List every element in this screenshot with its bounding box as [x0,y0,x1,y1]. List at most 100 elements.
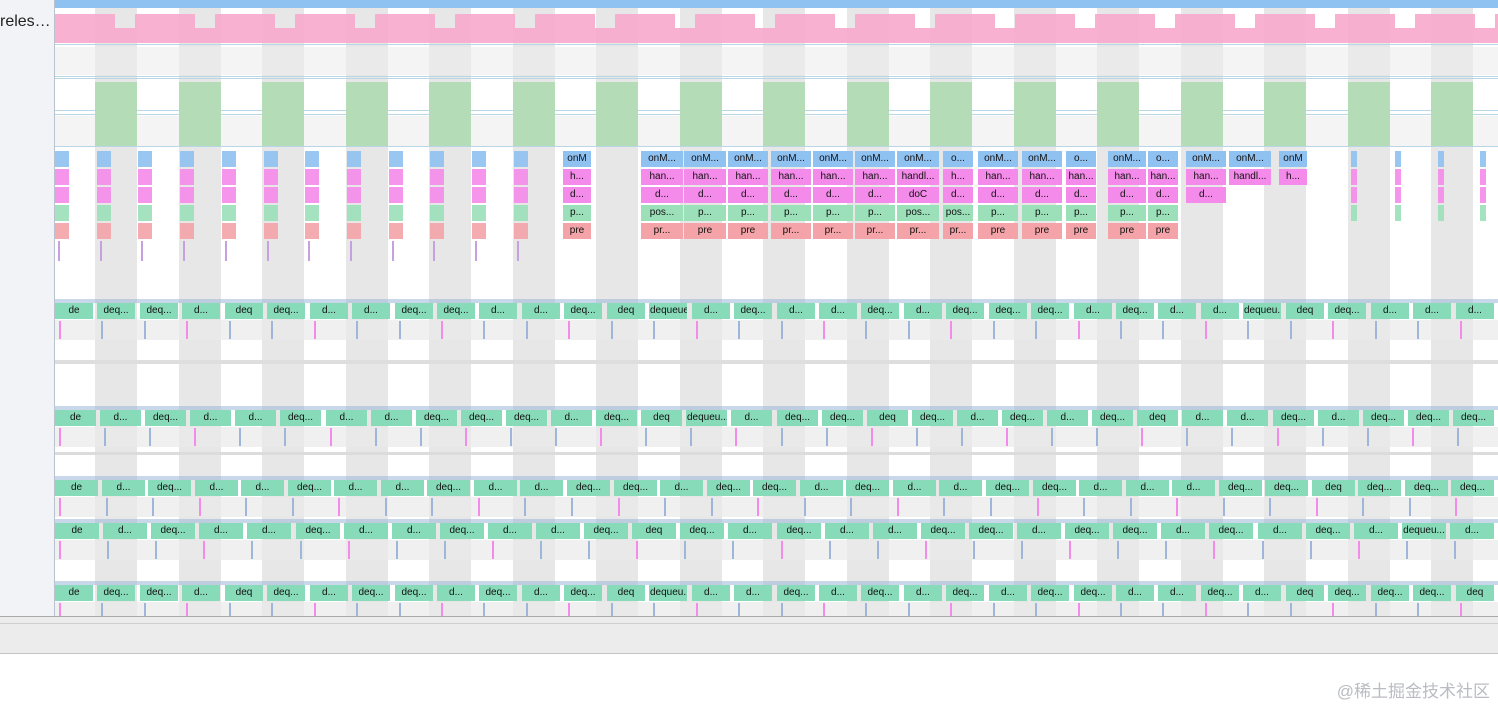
render-thread-slice[interactable]: deq... [777,585,815,601]
render-thread-slice[interactable]: deq... [1265,480,1308,496]
render-thread-slice[interactable]: deq... [140,303,178,319]
timeline-canvas[interactable]: onM onM... onM... onM... onM... onM... onM... o… [55,0,1498,616]
main-thread-slice[interactable]: han... [1148,169,1178,185]
render-thread-slice[interactable]: deq... [1033,480,1076,496]
render-thread-slice[interactable]: d... [1456,303,1494,319]
render-thread-slice[interactable]: d... [479,303,517,319]
render-thread-slice[interactable]: d... [1258,523,1302,539]
main-thread-slice[interactable]: h... [563,169,591,185]
main-thread-slice[interactable]: pr... [813,223,853,239]
render-thread-slice[interactable]: d... [873,523,917,539]
render-thread-slice[interactable]: deq... [1031,585,1069,601]
main-thread-slice[interactable]: han... [813,169,853,185]
render-thread-slice[interactable]: dequeu... [1243,303,1281,319]
render-thread-slice[interactable]: d... [195,480,238,496]
render-thread-slice[interactable]: deq... [753,480,796,496]
main-thread-slice[interactable]: han... [1186,169,1226,185]
render-thread-slice[interactable]: deq... [777,410,818,426]
main-thread-slice[interactable]: doC [897,187,939,203]
render-thread-slice[interactable]: deq... [596,410,637,426]
main-thread-slice[interactable]: onM... [771,151,811,167]
main-thread-slice[interactable]: d... [1022,187,1062,203]
main-thread-slice[interactable]: pr... [943,223,973,239]
render-thread-slice[interactable]: d... [241,480,284,496]
main-thread-slice[interactable]: pr... [855,223,895,239]
render-thread-slice[interactable]: d... [777,303,815,319]
render-thread-slice[interactable]: d... [1126,480,1169,496]
render-thread-slice[interactable]: d... [551,410,592,426]
main-thread-slice[interactable]: pre [728,223,768,239]
main-thread-slice[interactable]: onM... [641,151,683,167]
render-thread-slice[interactable]: deq... [440,523,484,539]
render-thread-slice[interactable]: d... [488,523,532,539]
main-thread-slice[interactable]: p... [728,205,768,221]
main-thread-slice[interactable]: pre [1066,223,1096,239]
render-thread-slice[interactable]: deq... [846,480,889,496]
render-thread-slice[interactable]: deq... [427,480,470,496]
render-thread-slice[interactable]: deq... [861,303,899,319]
render-thread-slice[interactable]: deq... [680,523,724,539]
render-thread-slice[interactable]: d... [520,480,563,496]
render-thread-slice[interactable]: de [55,585,93,601]
main-thread-slice[interactable]: o... [943,151,973,167]
render-thread-slice[interactable]: deq... [1209,523,1253,539]
render-thread-slice[interactable]: deq... [1002,410,1043,426]
render-thread-slice[interactable]: deq... [461,410,502,426]
main-thread-slice[interactable]: pos... [897,205,939,221]
render-thread-slice[interactable]: d... [1413,303,1451,319]
main-thread-slice[interactable]: h... [943,169,973,185]
render-thread-slice[interactable]: d... [199,523,243,539]
render-thread-slice[interactable]: d... [247,523,291,539]
main-thread-slice[interactable]: pre [1022,223,1062,239]
render-thread-slice[interactable]: deq... [97,585,135,601]
main-thread-slice[interactable]: d... [978,187,1018,203]
render-thread-slice[interactable]: d... [344,523,388,539]
render-thread-slice[interactable]: de [55,303,93,319]
render-thread-slice[interactable]: deq... [1405,480,1448,496]
render-thread-slice[interactable]: d... [522,585,560,601]
render-thread-slice[interactable]: d... [819,585,857,601]
render-thread-slice[interactable]: d... [522,303,560,319]
render-thread-slice[interactable]: deq... [1306,523,1350,539]
render-thread-slice[interactable]: dequeueBuffer [649,303,687,319]
render-thread-slice[interactable]: deq... [564,585,602,601]
render-thread-slice[interactable]: deq... [296,523,340,539]
render-thread-slice[interactable]: deq... [1453,410,1494,426]
render-thread-slice[interactable]: d... [660,480,703,496]
main-thread-slice[interactable]: d... [728,187,768,203]
render-thread-slice[interactable]: deq... [1065,523,1109,539]
render-thread-slice[interactable]: deq... [777,523,821,539]
render-thread-slice[interactable]: d... [235,410,276,426]
main-thread-slice[interactable]: onM [1279,151,1307,167]
render-thread-slice[interactable]: d... [381,480,424,496]
render-thread-slice[interactable]: deq... [145,410,186,426]
render-thread-slice[interactable]: deq [1286,585,1324,601]
main-thread-slice[interactable]: han... [978,169,1018,185]
render-thread-slice[interactable]: deq... [912,410,953,426]
render-thread-slice[interactable]: d... [103,523,147,539]
render-thread-slice[interactable]: d... [893,480,936,496]
render-thread-slice[interactable]: deq... [1363,410,1404,426]
main-thread-slice[interactable]: p... [563,205,591,221]
main-thread-slice[interactable]: pre [978,223,1018,239]
render-thread-slice[interactable]: deq... [822,410,863,426]
main-thread-slice[interactable]: o... [1148,151,1178,167]
render-thread-slice[interactable]: d... [182,303,220,319]
render-thread-slice[interactable]: deq [225,303,263,319]
main-thread-slice[interactable]: handl... [1229,169,1271,185]
render-thread-slice[interactable]: deq... [479,585,517,601]
render-thread-slice[interactable]: deq... [267,303,305,319]
main-thread-slice[interactable]: d... [684,187,726,203]
render-thread-slice[interactable]: deq... [437,303,475,319]
render-thread-slice[interactable]: deq... [352,585,390,601]
main-thread-slice[interactable]: onM... [897,151,939,167]
main-thread-slice[interactable]: onM... [684,151,726,167]
main-thread-slice[interactable]: pr... [641,223,683,239]
render-thread-slice[interactable]: d... [800,480,843,496]
render-thread-slice[interactable]: deq... [1113,523,1157,539]
render-thread-slice[interactable]: deq [607,585,645,601]
render-thread-slice[interactable]: de [55,410,96,426]
render-thread-slice[interactable]: deq... [148,480,191,496]
render-thread-slice[interactable]: deq... [97,303,135,319]
render-thread-slice[interactable]: d... [1158,303,1196,319]
